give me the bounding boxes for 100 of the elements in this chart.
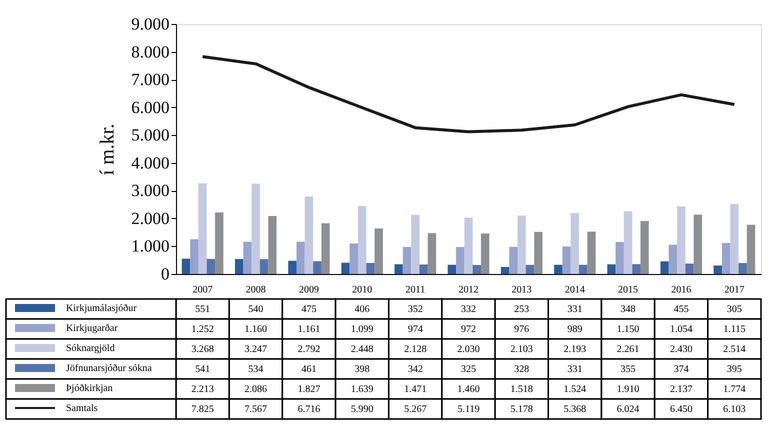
data-label: 1.827 bbox=[298, 384, 320, 395]
data-label: 1.910 bbox=[616, 384, 640, 395]
bar bbox=[198, 183, 207, 274]
x-tick-label: 2009 bbox=[298, 284, 319, 296]
bar bbox=[677, 206, 686, 274]
y-tick-label: 2.000 bbox=[131, 208, 170, 228]
y-axis-title: í m.kr. bbox=[96, 124, 118, 176]
bar bbox=[304, 196, 314, 274]
bar bbox=[366, 262, 375, 274]
data-label: 455 bbox=[674, 304, 689, 315]
bar bbox=[374, 228, 383, 274]
data-label: 331 bbox=[567, 304, 582, 315]
bar bbox=[358, 206, 366, 274]
data-label: 1.099 bbox=[350, 324, 374, 335]
data-label: 2.213 bbox=[191, 384, 214, 395]
legend-label: Jöfnunarsjóður sókna bbox=[66, 363, 152, 374]
data-label: 1.639 bbox=[350, 384, 374, 395]
data-label: 5.119 bbox=[457, 404, 480, 415]
data-label: 348 bbox=[620, 304, 636, 315]
bar bbox=[321, 223, 330, 274]
x-tick-label: 2007 bbox=[192, 284, 213, 296]
data-label: 253 bbox=[514, 304, 530, 315]
data-label: 7.825 bbox=[191, 404, 214, 415]
bar bbox=[526, 264, 534, 274]
data-label: 395 bbox=[726, 364, 742, 375]
data-label: 305 bbox=[726, 304, 742, 315]
x-tick-label: 2015 bbox=[618, 284, 638, 296]
bar bbox=[554, 264, 562, 274]
data-label: 976 bbox=[514, 324, 530, 335]
bar bbox=[509, 246, 518, 274]
data-label: 2.261 bbox=[616, 344, 640, 355]
data-label: 398 bbox=[354, 364, 370, 375]
bar bbox=[428, 233, 436, 274]
data-label: 974 bbox=[408, 324, 423, 335]
x-tick-label: 2010 bbox=[352, 284, 372, 296]
bar bbox=[411, 214, 420, 274]
x-tick-label: 2017 bbox=[724, 284, 744, 296]
x-tick-label: 2008 bbox=[246, 284, 266, 296]
data-label: 2.103 bbox=[510, 344, 533, 355]
bar bbox=[402, 246, 412, 274]
data-label: 332 bbox=[461, 304, 476, 315]
bar bbox=[235, 259, 244, 274]
data-label: 2.030 bbox=[457, 344, 480, 355]
x-tick-label: 2013 bbox=[512, 284, 532, 296]
bar bbox=[252, 184, 260, 274]
data-label: 328 bbox=[514, 364, 530, 375]
legend-label: Sóknargjöld bbox=[66, 343, 115, 354]
data-label: 2.086 bbox=[244, 384, 268, 395]
bar bbox=[694, 214, 702, 274]
data-label: 6.024 bbox=[616, 404, 640, 415]
bar bbox=[746, 224, 756, 274]
legend-label: Kirkjumálasjóður bbox=[66, 303, 138, 314]
data-label: 1.774 bbox=[723, 384, 746, 395]
x-tick-label: 2012 bbox=[458, 284, 478, 296]
data-label: 2.448 bbox=[350, 344, 374, 355]
bar bbox=[668, 244, 678, 274]
y-tick-label: 4.000 bbox=[131, 153, 170, 172]
y-tick-label: 0 bbox=[161, 264, 170, 284]
data-label: 475 bbox=[301, 304, 316, 315]
bar bbox=[500, 266, 510, 274]
data-label: 1.524 bbox=[564, 384, 586, 395]
bar bbox=[480, 233, 490, 274]
data-label: 3.247 bbox=[244, 344, 268, 355]
bar bbox=[243, 242, 252, 274]
data-label: 2.128 bbox=[404, 344, 427, 355]
bar bbox=[182, 258, 190, 274]
data-label: 7.567 bbox=[244, 404, 268, 415]
bar bbox=[534, 232, 542, 274]
bar bbox=[632, 264, 641, 274]
bar bbox=[350, 243, 358, 274]
data-label: 3.268 bbox=[191, 344, 214, 355]
data-label: 355 bbox=[620, 364, 636, 375]
data-label: 5.267 bbox=[404, 404, 427, 415]
bar bbox=[313, 261, 322, 274]
data-label: 1.518 bbox=[510, 384, 533, 395]
bar bbox=[464, 218, 473, 274]
bar bbox=[579, 264, 588, 274]
data-label: 6.103 bbox=[723, 404, 746, 415]
bar bbox=[341, 262, 350, 274]
bar bbox=[215, 212, 224, 274]
bar bbox=[722, 243, 730, 274]
data-label: 6.716 bbox=[298, 404, 320, 415]
bar bbox=[562, 246, 571, 274]
bar bbox=[448, 264, 456, 274]
data-label: 352 bbox=[408, 304, 423, 315]
bar bbox=[570, 213, 580, 274]
data-label: 325 bbox=[461, 364, 476, 375]
x-tick-label: 2014 bbox=[564, 284, 585, 296]
bar bbox=[472, 264, 481, 274]
data-label: 2.193 bbox=[564, 344, 586, 355]
bar bbox=[714, 266, 722, 274]
y-tick-label: 7.000 bbox=[131, 70, 170, 90]
data-label: 551 bbox=[195, 304, 210, 315]
bar bbox=[394, 264, 403, 274]
data-label: 1.054 bbox=[670, 324, 692, 335]
data-label: 2.792 bbox=[298, 344, 320, 355]
data-label: 2.430 bbox=[670, 344, 692, 355]
y-tick-label: 9.000 bbox=[131, 14, 170, 34]
legend-label: Samtals bbox=[66, 403, 98, 414]
data-label: 6.450 bbox=[670, 404, 692, 415]
